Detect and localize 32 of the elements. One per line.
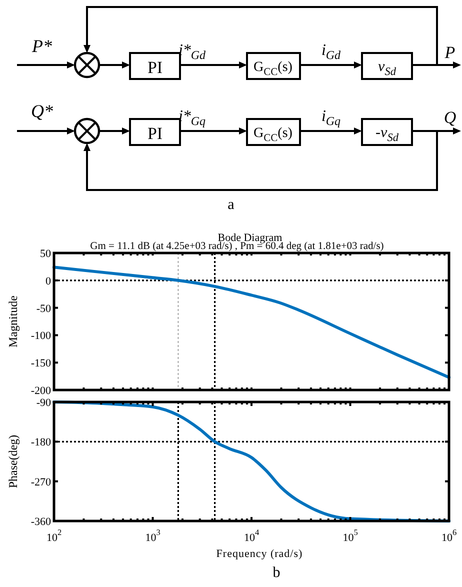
text: v$_{Sd}$	[378, 59, 396, 78]
y-tick-label: -90	[36, 397, 52, 409]
y-tick-label: 50	[40, 248, 52, 260]
text: i$_{Gd}$	[321, 42, 342, 62]
text: P*	[31, 36, 52, 56]
y-tick-label: -180	[30, 436, 52, 449]
text: G$_{CC}$(s)	[254, 126, 293, 144]
y-tick-label: -200	[30, 385, 52, 397]
x-axis-title: Frequency (rad/s)	[216, 548, 303, 560]
x-tick-label: 10$^{4}$	[244, 528, 260, 544]
text: -v$_{Sd}$	[376, 125, 399, 144]
x-tick-label: 10$^{2}$	[46, 528, 62, 544]
x-tick-label: 10$^{5}$	[342, 528, 358, 544]
text: b	[272, 565, 280, 581]
text: Q	[444, 108, 456, 127]
text: PI	[147, 124, 163, 143]
text: a	[228, 197, 235, 213]
y-tick-label: 0	[46, 275, 52, 288]
y-axis-title: Magnitude	[6, 296, 20, 348]
text: G$_{CC}$(s)	[254, 60, 293, 78]
text: PI	[147, 58, 163, 77]
text: P	[444, 43, 456, 62]
y-tick-label: -50	[36, 302, 52, 315]
text: i$_{Gq}$	[321, 108, 341, 128]
y-tick-label: -100	[30, 330, 52, 342]
x-tick-label: 10$^{3}$	[145, 528, 160, 544]
text: Q*	[31, 101, 53, 121]
y-tick-label: -150	[30, 358, 52, 370]
y-tick-label: -270	[30, 476, 52, 488]
y-axis-title: Phase(deg)	[6, 434, 20, 488]
x-tick-label: 10$^{6}$	[441, 528, 457, 544]
y-tick-label: -360	[30, 516, 52, 528]
